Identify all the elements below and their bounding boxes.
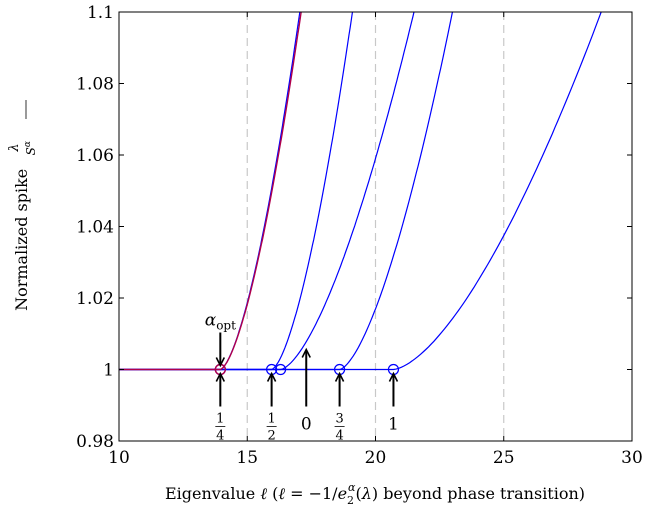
annotation-arrow-head xyxy=(215,357,226,368)
y-tick-label: 1.04 xyxy=(76,218,114,238)
x-axis-label: Eigenvalue ℓ (ℓ = −1/e2α(λ) beyond phase… xyxy=(165,481,585,507)
vertical-guides xyxy=(246,12,505,441)
y-tick-label: 1 xyxy=(103,361,114,381)
series-line-4 xyxy=(119,12,602,371)
series-line-1 xyxy=(119,12,354,371)
x-tick-label: 25 xyxy=(493,448,515,468)
y-tick-label: 1.08 xyxy=(76,75,114,95)
annotation-label-numerator: 1 xyxy=(216,412,224,427)
y-tick-label: 1.02 xyxy=(76,289,114,309)
y-tick-label: 1.1 xyxy=(87,3,114,23)
annotation-label-denominator: 2 xyxy=(267,429,275,444)
annotation-label: 14 xyxy=(215,412,226,444)
y-tick-label: 0.98 xyxy=(76,432,114,452)
annotation-label: 1 xyxy=(388,415,399,435)
series-marker-2 xyxy=(274,363,287,376)
annotation-arrow-head xyxy=(266,371,277,382)
optimal-series-line xyxy=(119,12,302,371)
x-tick-label: 30 xyxy=(621,448,643,468)
y-axis-label: Normalized spike λ Sα xyxy=(7,100,38,311)
x-tick-label: 15 xyxy=(236,448,258,468)
annotation-label-alpha-opt: αopt xyxy=(205,311,236,333)
annotation-label: 0 xyxy=(301,415,312,435)
x-tick-label: 10 xyxy=(108,448,130,468)
annotation-label-denominator: 4 xyxy=(216,429,224,444)
annotation-label-numerator: 3 xyxy=(335,412,343,427)
series-line-3 xyxy=(119,12,454,371)
x-tick-label: 20 xyxy=(365,448,387,468)
annotation-arrow-head xyxy=(388,371,399,382)
annotation-label-denominator: 4 xyxy=(335,429,343,444)
curves xyxy=(119,12,602,371)
annotation-label: 12 xyxy=(266,412,277,444)
annotation-arrow-head xyxy=(301,347,311,358)
series-line-2 xyxy=(119,12,415,371)
svg-text:Normalized spike λSα: Normalized spike λ Sα xyxy=(7,141,38,311)
annotation-arrow-head xyxy=(334,371,345,382)
annotation-label: 34 xyxy=(334,412,345,444)
y-tick-label: 1.06 xyxy=(76,146,114,166)
annotation-label-numerator: 1 xyxy=(267,412,275,427)
annotation-arrow-head xyxy=(215,371,226,382)
